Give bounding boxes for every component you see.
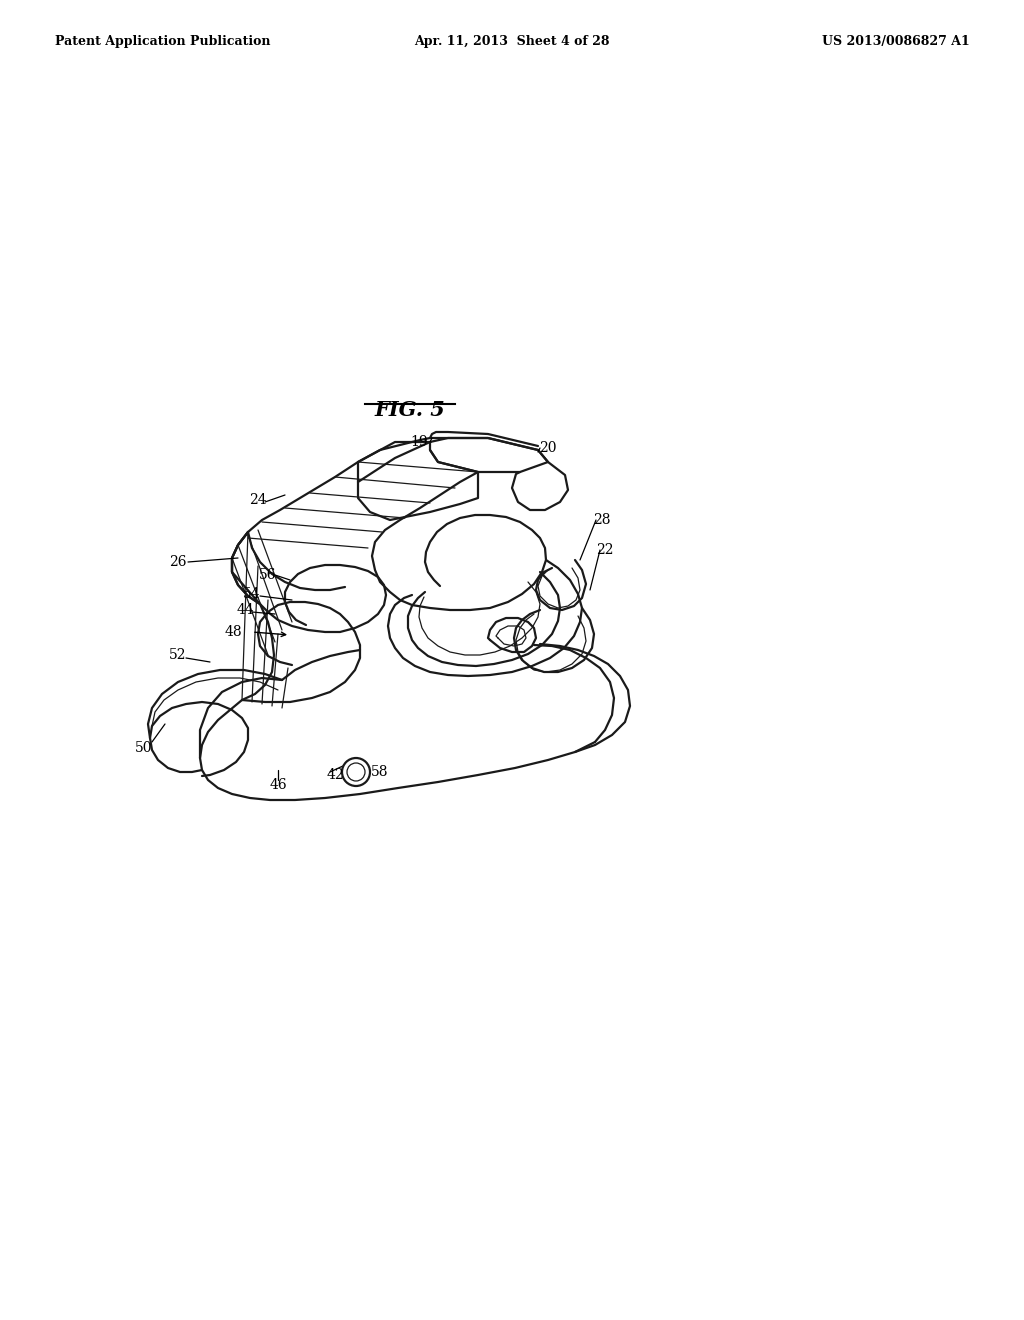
- Text: 56: 56: [259, 568, 276, 582]
- Text: Patent Application Publication: Patent Application Publication: [55, 36, 270, 48]
- Text: FIG. 5: FIG. 5: [375, 400, 445, 420]
- Text: 58: 58: [372, 766, 389, 779]
- Text: US 2013/0086827 A1: US 2013/0086827 A1: [822, 36, 970, 48]
- Text: 28: 28: [593, 513, 610, 527]
- Text: Apr. 11, 2013  Sheet 4 of 28: Apr. 11, 2013 Sheet 4 of 28: [415, 36, 609, 48]
- Text: 52: 52: [169, 648, 186, 663]
- Text: 26: 26: [169, 554, 186, 569]
- Text: 50: 50: [135, 741, 153, 755]
- Text: 46: 46: [269, 777, 287, 792]
- Text: 19: 19: [411, 436, 428, 449]
- Text: 48: 48: [224, 624, 242, 639]
- Text: 22: 22: [596, 543, 613, 557]
- Text: 44: 44: [237, 603, 254, 616]
- Circle shape: [342, 758, 370, 785]
- Text: 42: 42: [327, 768, 344, 781]
- Text: 54: 54: [243, 587, 261, 601]
- Text: 20: 20: [540, 441, 557, 455]
- Text: 24: 24: [249, 492, 267, 507]
